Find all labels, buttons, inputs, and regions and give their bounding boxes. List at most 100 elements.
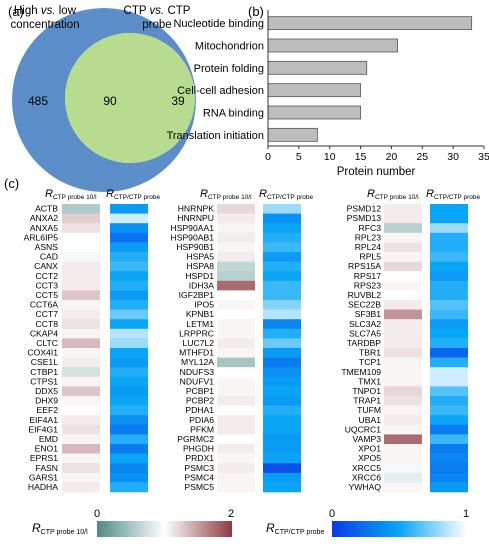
heatmap-cell-ratio-10: [62, 415, 100, 426]
bar-x-tick-label: 30: [447, 151, 459, 163]
heatmap-gene-label: RPS15A: [348, 261, 381, 271]
heatmap-cell-ratio-probe: [263, 319, 301, 330]
heatmap-gene-label: PSMC4: [184, 472, 214, 482]
bar-x-tick-label: 10: [324, 151, 336, 163]
heatmap-cell-ratio-probe: [110, 290, 148, 301]
bar-x-tick-label: 35: [478, 151, 489, 163]
heatmap-cell-ratio-10: [62, 396, 100, 406]
heatmap-cell-ratio-10: [217, 338, 255, 349]
heatmap-gene-label: MYL12A: [181, 357, 214, 367]
heatmap-cell-ratio-probe: [110, 261, 148, 272]
heatmap-gene-label: PCBP1: [186, 386, 214, 396]
heatmap-cell-ratio-probe: [263, 252, 301, 262]
heatmap-cell-ratio-probe: [430, 271, 468, 282]
heatmap-gene-label: XRCC5: [352, 463, 381, 473]
heatmap-gene-label: HSP90AB1: [171, 232, 215, 242]
bar-category-label: RNA binding: [203, 108, 264, 120]
heatmap-cell-ratio-10: [384, 453, 422, 464]
heatmap-gene-label: CAD: [40, 252, 58, 262]
heatmap-gene-label: CTBP1: [30, 367, 58, 377]
venn-count-a-only: 485: [28, 94, 48, 108]
heatmap-cell-ratio-probe: [263, 405, 301, 416]
heatmap-header-ratio-10: RCTP probe 10/l: [200, 188, 252, 201]
heatmap-gene-label: ENO1: [35, 444, 59, 454]
bar: [267, 105, 361, 120]
heatmap-cell-ratio-10: [62, 444, 100, 454]
heatmap-cell-ratio-probe: [430, 386, 468, 397]
bar-x-axis-label: Protein number: [337, 166, 416, 178]
heatmap-cell-ratio-10: [62, 252, 100, 262]
heatmap-cell-ratio-probe: [430, 290, 468, 301]
heatmap-gene-label: TCP1: [359, 357, 381, 367]
bar: [267, 16, 473, 31]
heatmap-cell-ratio-10: [62, 280, 100, 291]
heatmap-cell-ratio-probe: [430, 223, 468, 234]
heatmap-gene-label: NDUFS3: [180, 367, 215, 377]
heatmap-cell-ratio-10: [384, 434, 422, 445]
heatmap-cell-ratio-probe: [430, 472, 468, 483]
heatmap-cell-ratio-10: [62, 232, 100, 243]
heatmap-cell-ratio-probe: [110, 482, 148, 493]
heatmap-cell-ratio-10: [217, 280, 255, 291]
heatmap-cell-ratio-10: [384, 309, 422, 320]
heatmap-cell-ratio-10: [217, 434, 255, 445]
heatmap-cell-ratio-probe: [263, 415, 301, 426]
heatmap-header-ratio-10: RCTP probe 10/l: [45, 188, 97, 201]
heatmap-cell-ratio-10: [384, 338, 422, 349]
heatmap-gene-label: SLC3A2: [349, 319, 381, 329]
heatmap-cell-ratio-10: [217, 348, 255, 358]
heatmap-cell-ratio-probe: [263, 261, 301, 272]
heatmap-cell-ratio-probe: [110, 424, 148, 435]
heatmap-gene-label: CCT6A: [30, 300, 58, 310]
heatmap-cell-ratio-probe: [263, 434, 301, 445]
legend-a-colorbar: [97, 521, 232, 537]
heatmap-gene-label: HSPA5: [186, 252, 214, 262]
heatmap-cell-ratio-10: [217, 290, 255, 301]
heatmap-cell-ratio-10: [217, 405, 255, 416]
heatmap-cell-ratio-probe: [110, 223, 148, 234]
bar-category-label: Cell-cell adhesion: [177, 85, 264, 97]
heatmap-gene-label: KPNB1: [186, 309, 214, 319]
heatmap-cell-ratio-probe: [110, 280, 148, 291]
heatmap-cell-ratio-10: [62, 357, 100, 368]
heatmap-cell-ratio-10: [62, 424, 100, 435]
heatmap-cell-ratio-probe: [430, 405, 468, 416]
heatmap-gene-label: YWHAQ: [349, 482, 382, 492]
heatmap-gene-label: CSE1L: [31, 357, 58, 367]
heatmap-cell-ratio-probe: [263, 463, 301, 474]
legend-a-min: 0: [94, 508, 100, 520]
heatmap-cell-ratio-10: [62, 242, 100, 253]
legend-b-max: 1: [463, 508, 469, 520]
heatmap-cell-ratio-10: [384, 376, 422, 387]
venn-set-b-label-line2: probe: [142, 19, 171, 31]
heatmap-cell-ratio-10: [217, 386, 255, 397]
heatmap-gene-label: HSP90AA1: [171, 223, 215, 233]
heatmap-cell-ratio-10: [62, 223, 100, 234]
venn-set-a-label: High vs. low: [14, 5, 77, 17]
heatmap-cell-ratio-10: [217, 232, 255, 243]
heatmap-cell-ratio-10: [217, 319, 255, 330]
heatmap-gene-label: LUC7L2: [182, 338, 214, 348]
heatmap-cell-ratio-probe: [110, 204, 148, 214]
heatmap-cell-ratio-10: [384, 261, 422, 272]
heatmap-gene-label: RPL23: [355, 232, 381, 242]
heatmap-gene-label: COX4I1: [27, 348, 58, 358]
heatmap-gene-label: PSMC5: [184, 482, 214, 492]
heatmap-cell-ratio-probe: [263, 472, 301, 483]
heatmap-gene-label: XPO1: [358, 444, 381, 454]
venn-set-a-label-line2: concentration: [10, 19, 79, 31]
heatmap-cell-ratio-10: [384, 319, 422, 330]
heatmap-gene-label: LRPPRC: [179, 328, 214, 338]
heatmap-gene-label: IDH3A: [189, 280, 215, 290]
heatmap-cell-ratio-probe: [110, 444, 148, 454]
heatmap-cell-ratio-probe: [110, 357, 148, 368]
heatmap-gene-label: PCBP2: [186, 396, 214, 406]
panel-label-c: (c): [4, 176, 19, 191]
heatmap-cell-ratio-probe: [430, 280, 468, 291]
heatmap-cell-ratio-probe: [430, 309, 468, 320]
heatmap-cell-ratio-probe: [110, 338, 148, 349]
heatmap-cell-ratio-10: [62, 271, 100, 282]
heatmap-gene-label: HNRNPK: [178, 204, 215, 214]
bar-x-tick-label: 20: [386, 151, 398, 163]
heatmap-gene-label: SF3B1: [355, 309, 381, 319]
